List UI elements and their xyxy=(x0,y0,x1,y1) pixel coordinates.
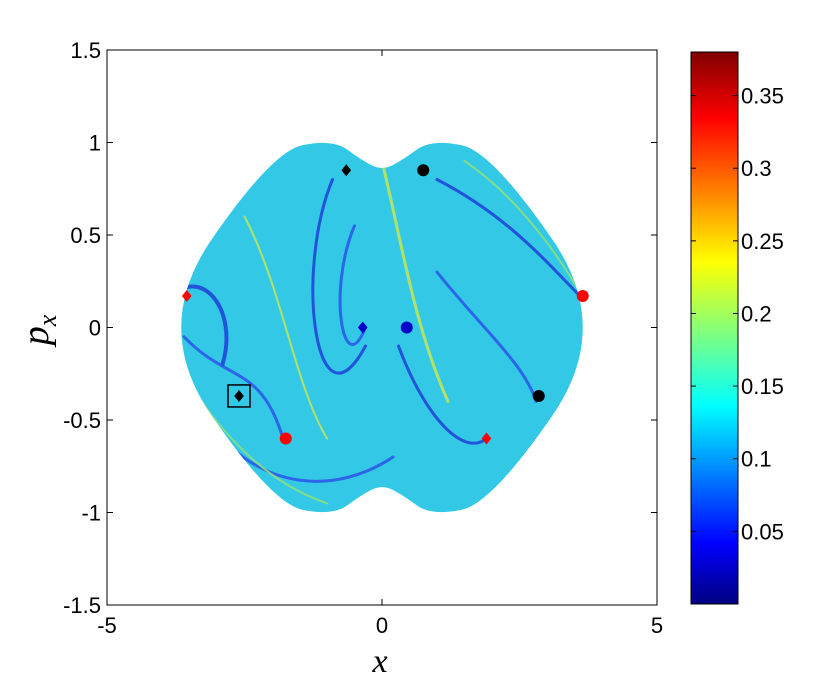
colorbar-tick-label: 0.05 xyxy=(741,519,784,544)
sea-streak xyxy=(435,178,582,298)
sea-streak xyxy=(182,335,285,440)
chaotic-sea xyxy=(181,142,583,513)
x-tick-label: 0 xyxy=(376,613,388,638)
circle-marker xyxy=(279,432,292,445)
y-axis-label: px xyxy=(15,314,62,348)
sea-streak xyxy=(338,224,367,346)
colorbar-tick-label: 0.35 xyxy=(741,84,784,109)
sea-streak xyxy=(311,178,367,375)
colorbar-tick-label: 0.1 xyxy=(741,447,772,472)
y-tick-label: -0.5 xyxy=(63,408,101,433)
svg-text:px: px xyxy=(15,314,62,348)
y-ticks: 1.5 1 0.5 0 -0.5 -1 -1.5 xyxy=(63,38,657,618)
sea-streak xyxy=(463,160,583,329)
circle-marker xyxy=(417,164,430,177)
colorbar-tick-label: 0.2 xyxy=(741,301,772,326)
diamond-marker xyxy=(234,389,244,402)
colorbar-ticks: 0.05 0.1 0.15 0.2 0.25 0.3 0.35 xyxy=(691,84,784,544)
y-tick-label: -1.5 xyxy=(63,593,101,618)
y-tick-label: 1 xyxy=(89,131,101,156)
x-tick-label: -5 xyxy=(97,613,117,638)
sea-streak xyxy=(435,270,538,403)
sea-streak xyxy=(397,344,488,445)
colorbar-tick-label: 0.15 xyxy=(741,374,784,399)
diamond-marker xyxy=(341,164,352,177)
y-tick-label: 0 xyxy=(89,316,101,341)
sea-streak xyxy=(380,159,450,403)
marker-layer xyxy=(181,164,589,445)
x-tick-label: 5 xyxy=(651,613,663,638)
colorbar-tick-label: 0.3 xyxy=(741,156,772,181)
sea-streak xyxy=(181,284,229,367)
highlight-box xyxy=(227,384,251,408)
sea-streak xyxy=(243,215,328,440)
diamond-marker xyxy=(481,432,492,445)
colorbar xyxy=(690,51,739,605)
diamond-marker xyxy=(181,290,192,303)
chaotic-sea-region xyxy=(181,142,583,513)
circle-marker xyxy=(400,321,413,334)
x-ticks: -5 0 5 xyxy=(97,50,663,638)
y-tick-label: 0.5 xyxy=(70,223,101,248)
y-tick-label: 1.5 xyxy=(70,38,101,63)
diamond-marker xyxy=(357,321,368,334)
circle-marker xyxy=(576,290,589,303)
y-axis-label-sub: x xyxy=(33,314,62,327)
x-axis-label: x xyxy=(371,643,387,680)
y-axis-label-main: p xyxy=(15,326,57,348)
circle-marker xyxy=(532,389,545,402)
y-tick-label: -1 xyxy=(81,501,101,526)
colorbar-tick-label: 0.25 xyxy=(741,229,784,254)
